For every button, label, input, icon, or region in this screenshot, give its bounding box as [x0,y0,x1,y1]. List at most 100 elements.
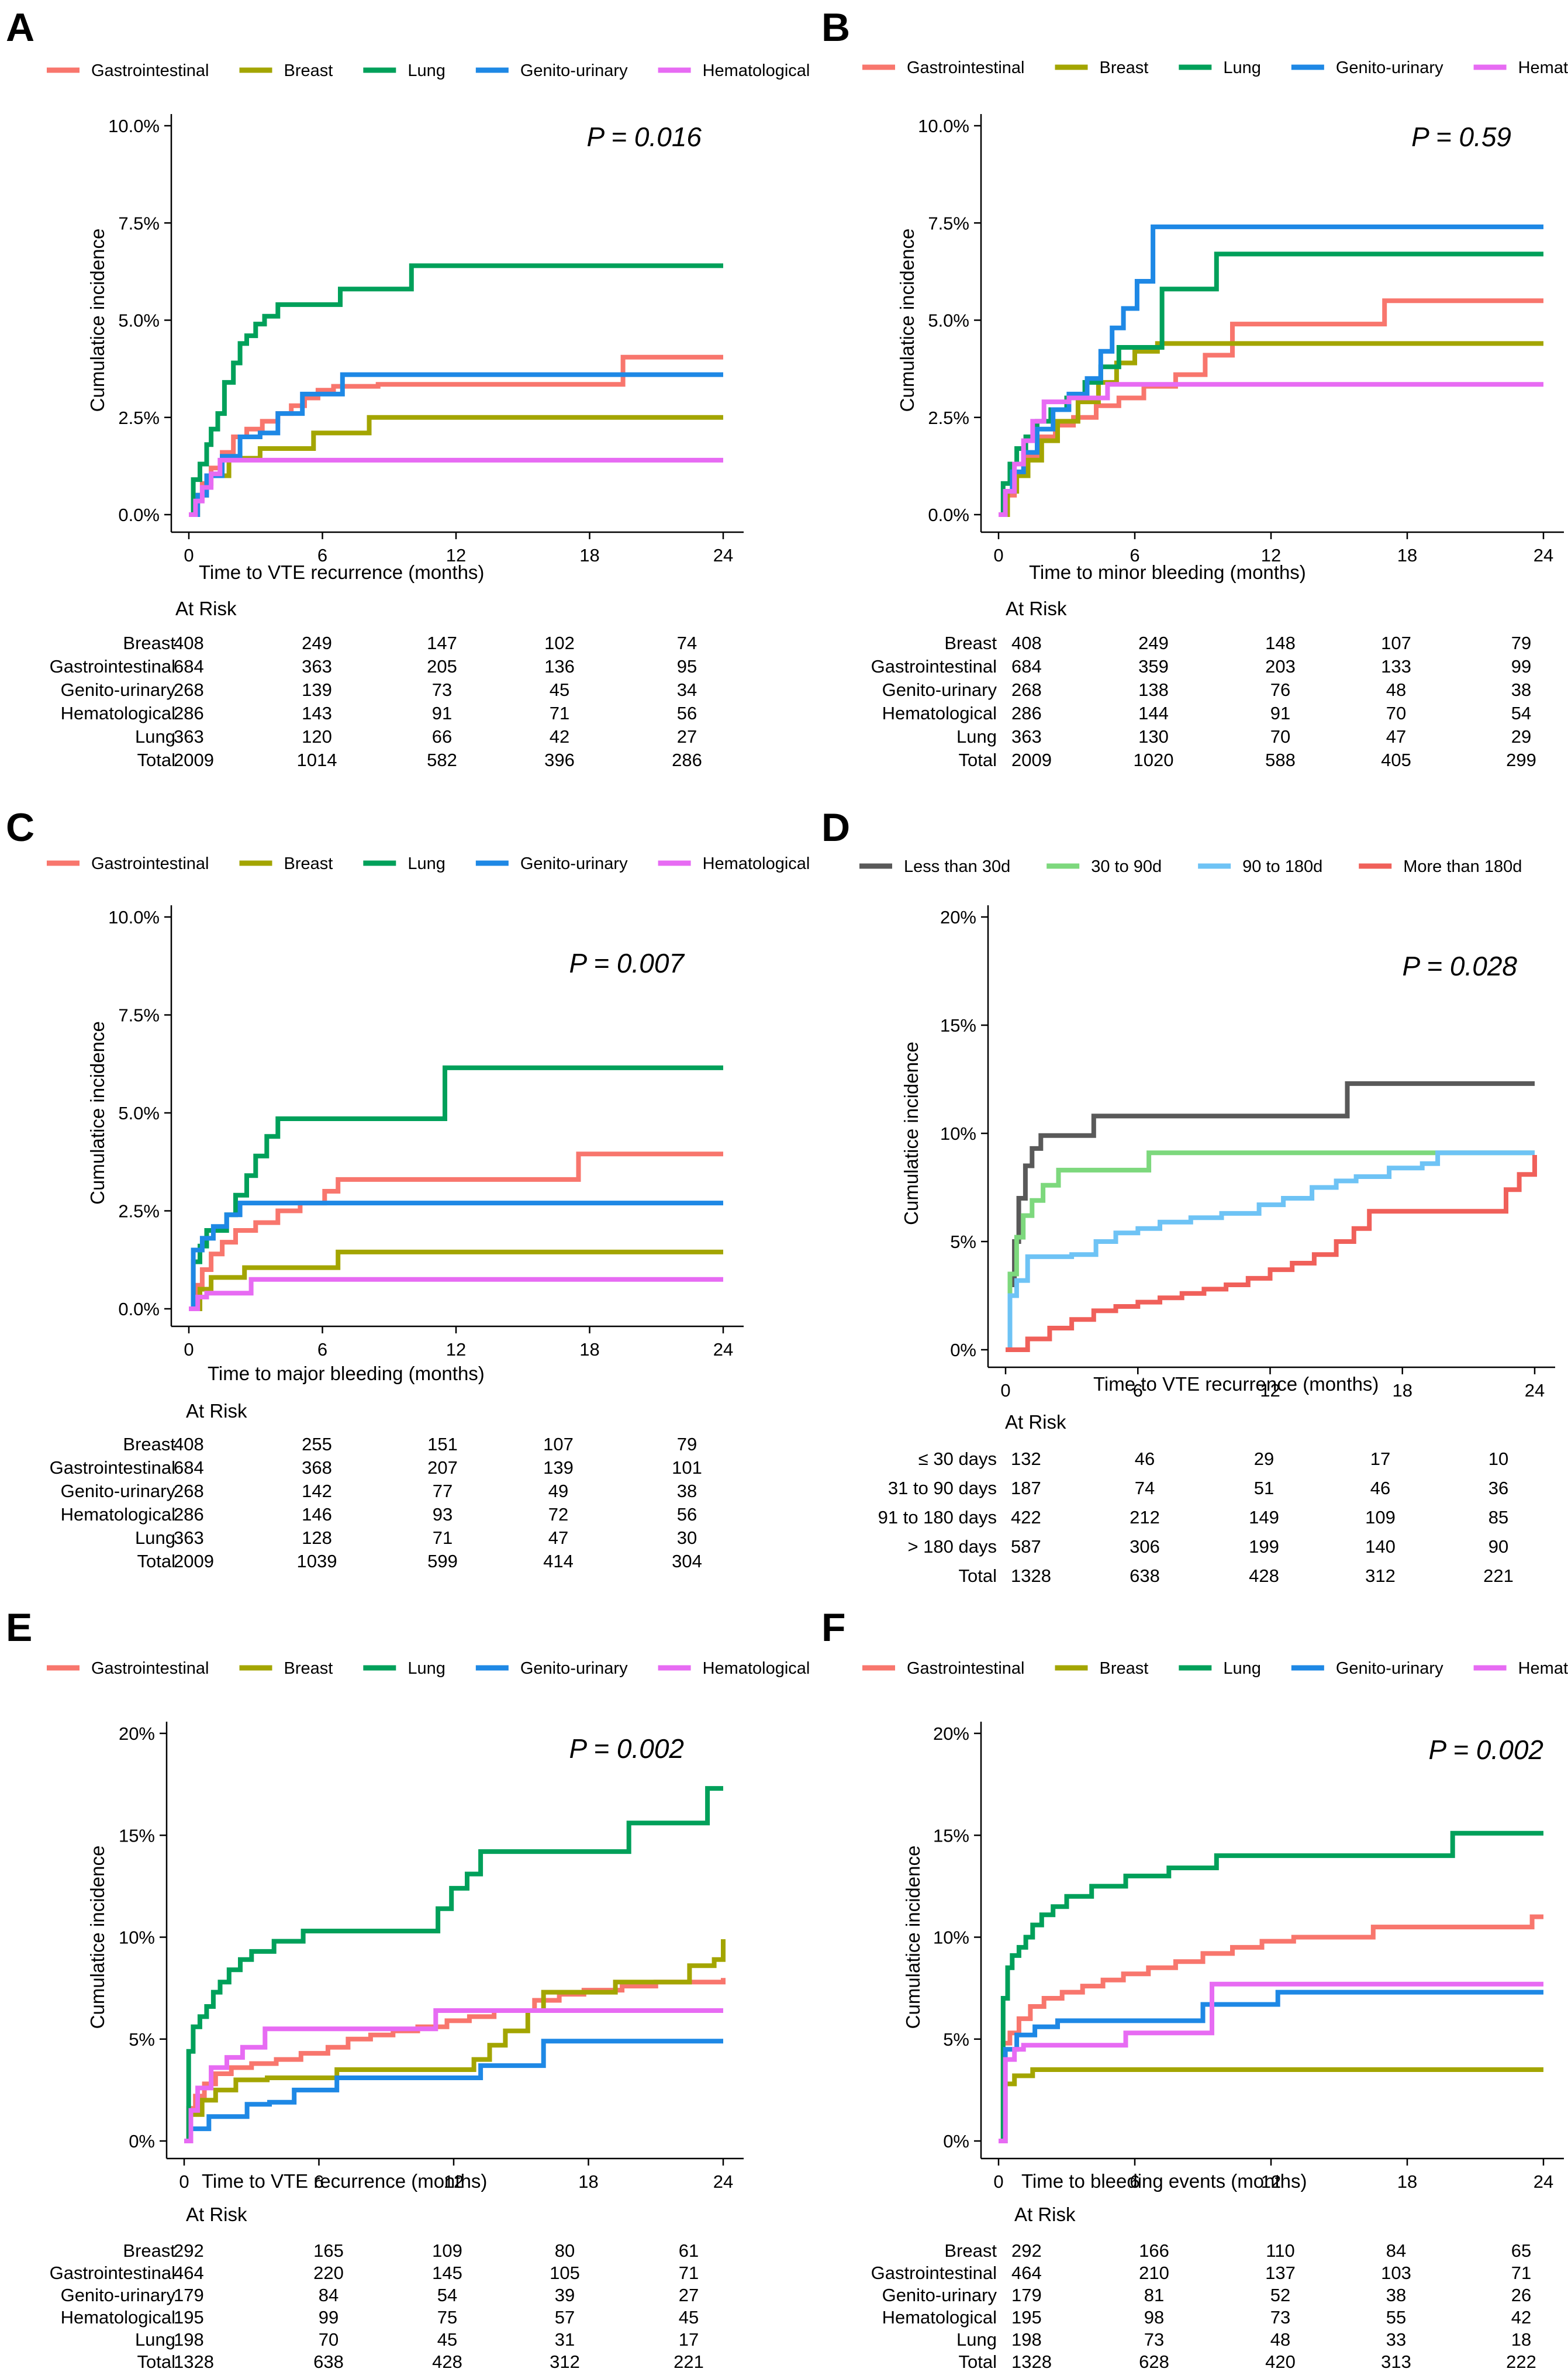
at-risk-value: 306 [1130,1536,1160,1557]
legend-item-hematological: Hematological [658,1659,810,1678]
y-tick-label: 20% [933,1723,969,1744]
at-risk-value: 51 [1254,1478,1274,1498]
legend-label: Genito-urinary [520,854,628,873]
series-line-breast [999,2067,1543,2143]
series-line-genito-urinary [189,1201,723,1311]
at-risk-value: 80 [555,2240,575,2261]
at-risk-value: 363 [302,656,332,677]
at-risk-value: 145 [432,2263,462,2283]
at-risk-value: 405 [1381,750,1411,770]
legend-label: Hematological [1518,1659,1568,1678]
x-tick-label: 0 [993,2171,1003,2192]
at-risk-value: 34 [677,680,697,700]
legend-item-genito-urinary: Genito-urinary [475,1659,628,1678]
legend-item-gastrointestinal: Gastrointestinal [862,58,1025,77]
panel-e-label: E [6,1605,32,1650]
x-tick-label: 12 [1261,545,1281,566]
at-risk-row-total: Total 1328 638 428 312 221 [959,1566,1514,1586]
at-risk-value: 72 [548,1504,568,1525]
at-risk-row-label: Gastrointestinal [50,1457,175,1478]
at-risk-row-lung: Lung 363 130 70 47 29 [956,726,1531,747]
at-risk-value: 1328 [174,2352,214,2372]
legend-item-breast: Breast [239,854,333,873]
x-tick-labels: 0 6 12 18 24 [993,2159,1553,2192]
at-risk-row-gastrointestinal: Gastrointestinal 684 359 203 133 99 [871,656,1532,677]
at-risk-value: 408 [1011,633,1042,653]
series-line-lung [184,1786,723,2143]
at-risk-value: 55 [1386,2307,1406,2328]
at-risk-value: 99 [1511,656,1531,677]
at-risk-value: 414 [543,1551,574,1571]
at-risk-value: 76 [1270,680,1290,700]
at-risk-value: 2009 [1011,750,1052,770]
at-risk-value: 684 [1011,656,1042,677]
at-risk-value: 36 [1488,1478,1508,1498]
legend-item-hematological: Hematological [658,61,810,80]
at-risk-value: 70 [1270,726,1290,747]
at-risk-value: 70 [319,2329,339,2350]
at-risk-row-label: Breast [123,2240,175,2261]
series-line-hematological [184,2008,723,2143]
at-risk-value: 142 [302,1481,332,1501]
at-risk-title: At Risk [1005,1411,1066,1433]
at-risk-value: 292 [1011,2240,1042,2261]
legend-item-genito-urinary: Genito-urinary [1291,58,1443,77]
p-value: P = 0.002 [1428,1735,1543,1765]
legend-label: Breast [284,61,333,80]
at-risk-title: At Risk [186,2204,247,2225]
legend-label: Less than 30d [904,857,1010,876]
at-risk-row-hematological: Hematological 195 98 73 55 42 [882,2307,1532,2328]
at-risk-value: 198 [174,2329,204,2350]
legend-item-30-to-90d: 30 to 90d [1047,857,1162,876]
y-axis-title: Cumulatice incidence [87,1846,108,2029]
at-risk-value: 144 [1138,703,1169,723]
at-risk-value: 38 [677,1481,697,1501]
at-risk-value: 363 [1011,726,1042,747]
x-tick-labels: 0 6 12 18 24 [1000,1367,1545,1401]
legend-label: Lung [1223,58,1261,77]
at-risk-value: 79 [1511,633,1531,653]
panel-a-legend: Gastrointestinal Breast Lung Genito-urinary… [47,61,810,80]
legend-item-90-to-180d: 90 to 180d [1198,857,1322,876]
legend-label: 30 to 90d [1091,857,1162,876]
at-risk-value: 81 [1144,2285,1164,2305]
x-tick-label: 24 [1534,545,1553,566]
y-tick-label: 0% [950,1340,976,1360]
at-risk-row-label: Total [959,2352,997,2372]
at-risk-row-label: Genito-urinary [61,680,176,700]
y-tick-label: 10.0% [108,116,160,136]
p-value: P = 0.016 [586,122,702,152]
x-tick-label: 6 [1130,545,1139,566]
at-risk-value: 138 [1138,680,1169,700]
at-risk-value: 684 [174,656,204,677]
series-line-genito-urinary [189,372,723,517]
at-risk-value: 368 [302,1457,332,1478]
at-risk-value: 147 [427,633,457,653]
at-risk-value: 684 [174,1457,204,1478]
x-tick-label: 6 [1130,2171,1139,2192]
at-risk-row-31-to-90-days: 31 to 90 days 187 74 51 46 36 [888,1478,1508,1498]
at-risk-row-label: Gastrointestinal [871,2263,997,2283]
at-risk-value: 1020 [1134,750,1174,770]
at-risk-value: 221 [1483,1566,1514,1586]
at-risk-row-label: Lung [135,726,175,747]
at-risk-row-label: Hematological [882,703,997,723]
p-value: P = 0.028 [1402,951,1517,981]
legend-item-lung: Lung [363,854,445,873]
legend-item-lung: Lung [1179,58,1261,77]
at-risk-value: 48 [1386,680,1406,700]
at-risk-row-label: 31 to 90 days [888,1478,997,1498]
at-risk-value: 428 [432,2352,462,2372]
at-risk-row-label: Total [959,750,997,770]
at-risk-row-label: Genito-urinary [61,1481,176,1501]
panel-e-legend: Gastrointestinal Breast Lung Genito-urinary… [47,1659,810,1678]
at-risk-value: 1328 [1011,2352,1052,2372]
x-tick-label: 0 [184,545,194,566]
legend-label: Lung [407,854,445,873]
y-tick-label: 15% [933,1825,969,1846]
at-risk-title: At Risk [1014,2204,1076,2225]
at-risk-value: 38 [1386,2285,1406,2305]
at-risk-value: 286 [174,703,204,723]
at-risk-value: 268 [1011,680,1042,700]
at-risk-value: 140 [1365,1536,1396,1557]
